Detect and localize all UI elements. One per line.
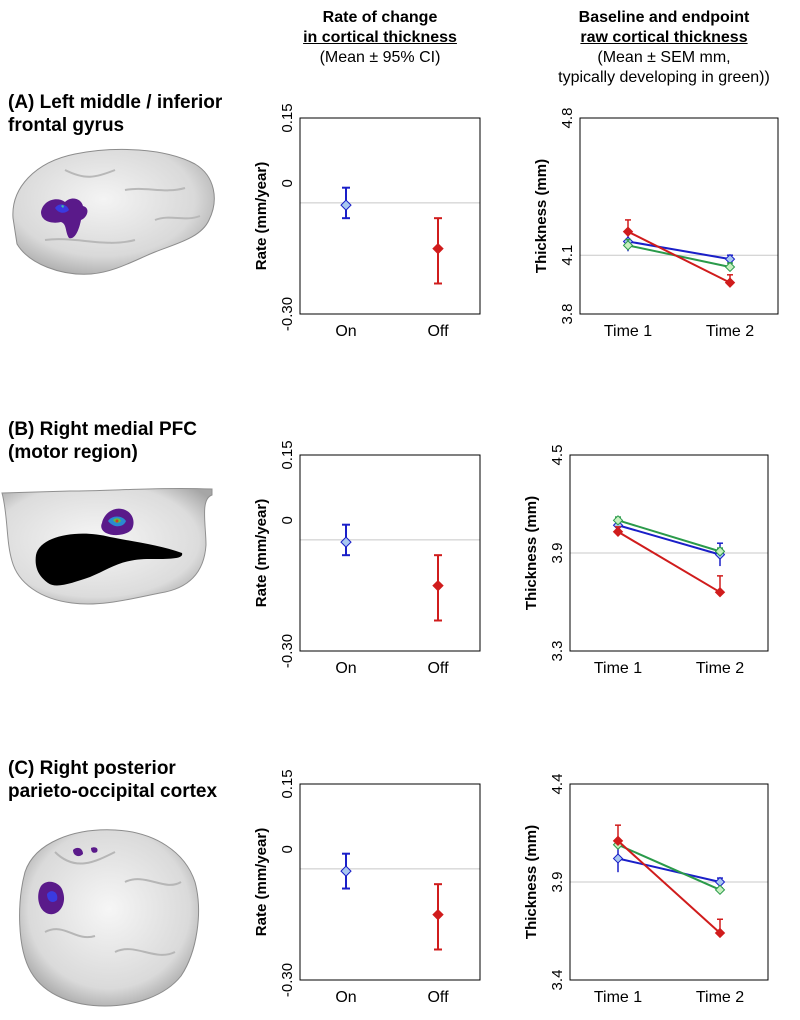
rate-column-header: Rate of change in cortical thickness (Me… bbox=[270, 8, 490, 68]
panel-c-label-line1: (C) Right posterior bbox=[8, 758, 176, 779]
point-td bbox=[714, 546, 726, 557]
mean-point-off bbox=[432, 579, 444, 592]
x-tick-label: Time 2 bbox=[706, 323, 754, 340]
x-tick-label: On bbox=[335, 660, 356, 677]
x-tick-label: Time 2 bbox=[696, 660, 744, 677]
point-off bbox=[612, 835, 624, 847]
y-tick-label: 3.3 bbox=[549, 641, 566, 662]
y-tick-label: 3.8 bbox=[559, 304, 576, 325]
point-td bbox=[724, 261, 736, 273]
point-on bbox=[612, 853, 624, 864]
y-tick-label: -0.30 bbox=[279, 297, 296, 331]
thick-header-sub-2: typically developing in green)) bbox=[558, 69, 770, 86]
y-tick-label: 4.4 bbox=[549, 774, 566, 795]
x-tick-label: On bbox=[335, 323, 356, 340]
y-tick-label: 3.4 bbox=[549, 970, 566, 991]
point-off bbox=[612, 526, 624, 537]
thickness-chart-b: 4.5 3.9 3.3 Thickness (mm) Time 1 Time 2 bbox=[523, 445, 769, 677]
y-tick-label: 4.8 bbox=[559, 108, 576, 129]
y-tick-label: 0 bbox=[279, 845, 296, 853]
x-tick-label: Off bbox=[427, 989, 449, 1006]
plot-frame bbox=[299, 783, 481, 981]
rate-header-title: Rate of change bbox=[322, 9, 438, 26]
plot-frame bbox=[299, 117, 481, 315]
series-line-td bbox=[617, 519, 721, 553]
y-tick-label: 3.9 bbox=[549, 872, 566, 893]
y-tick-label: 4.1 bbox=[559, 245, 576, 266]
y-tick-label: 3.9 bbox=[549, 543, 566, 564]
rate-header-title-2: in cortical thickness bbox=[303, 29, 457, 46]
thick-header-sub-1: (Mean ± SEM mm, bbox=[597, 49, 731, 66]
series-line-off bbox=[627, 230, 731, 284]
x-tick-label: On bbox=[335, 989, 356, 1006]
point-off bbox=[714, 586, 726, 598]
series-line-on bbox=[617, 524, 721, 556]
x-tick-label: Time 2 bbox=[696, 989, 744, 1006]
panel-b-label-line2: (motor region) bbox=[8, 442, 138, 463]
x-tick-label: Time 1 bbox=[604, 323, 652, 340]
plot-frame bbox=[569, 783, 769, 981]
plot-frame bbox=[299, 454, 481, 652]
thick-header-title: Baseline and endpoint bbox=[578, 9, 750, 26]
y-tick-label: 0 bbox=[279, 516, 296, 524]
panel-c-label-line2: parieto-occipital cortex bbox=[8, 781, 218, 802]
y-tick-label: -0.30 bbox=[279, 963, 296, 997]
mean-point-off bbox=[432, 242, 444, 255]
x-tick-label: Time 1 bbox=[594, 989, 642, 1006]
thickness-column-header: Baseline and endpoint raw cortical thick… bbox=[528, 8, 800, 88]
point-off bbox=[714, 927, 726, 939]
panel-a-label-line2: frontal gyrus bbox=[8, 115, 125, 136]
thickness-chart-c: 4.4 3.9 3.4 Thickness (mm) Time 1 Time 2 bbox=[523, 774, 769, 1006]
mean-point-on bbox=[340, 865, 352, 877]
mean-point-on bbox=[340, 536, 352, 548]
series-line-off bbox=[617, 840, 721, 934]
x-tick-label: Off bbox=[427, 660, 449, 677]
y-tick-label: 0 bbox=[279, 179, 296, 187]
y-axis-label: Rate (mm/year) bbox=[253, 162, 270, 270]
y-tick-label: 4.5 bbox=[549, 445, 566, 466]
panel-a-label: (A) Left middle / inferior frontal gyrus bbox=[8, 91, 222, 137]
rate-header-sub: (Mean ± 95% CI) bbox=[319, 49, 441, 66]
mean-point-on bbox=[340, 199, 352, 211]
thick-header-title-2: raw cortical thickness bbox=[580, 29, 748, 46]
thickness-chart-a: 4.8 4.1 3.8 Thickness (mm) Time 1 Time 2 bbox=[533, 108, 779, 340]
plot-frame bbox=[579, 117, 779, 315]
point-td bbox=[714, 884, 726, 896]
y-tick-label: 0.15 bbox=[279, 103, 296, 132]
y-axis-label: Thickness (mm) bbox=[523, 825, 540, 939]
panel-c-label: (C) Right posterior parieto-occipital co… bbox=[8, 757, 217, 803]
point-off bbox=[724, 277, 736, 288]
series-line-on bbox=[617, 857, 721, 883]
y-tick-label: -0.30 bbox=[279, 634, 296, 668]
rate-chart-a: 0.15 0 -0.30 Rate (mm/year) On Off bbox=[253, 103, 481, 340]
brain-image-b bbox=[1, 487, 213, 605]
series-line-off bbox=[617, 530, 721, 594]
y-tick-label: 0.15 bbox=[279, 440, 296, 469]
panel-b-label-line1: (B) Right medial PFC bbox=[8, 419, 197, 440]
y-axis-label: Rate (mm/year) bbox=[253, 499, 270, 607]
y-tick-label: 0.15 bbox=[279, 769, 296, 798]
point-off bbox=[622, 226, 634, 237]
point-td bbox=[612, 515, 624, 526]
panel-b-label: (B) Right medial PFC (motor region) bbox=[8, 418, 197, 464]
point-td bbox=[622, 240, 634, 251]
y-axis-label: Thickness (mm) bbox=[523, 496, 540, 610]
brain-image-c bbox=[19, 829, 200, 1007]
y-axis-label: Thickness (mm) bbox=[533, 159, 550, 273]
series-line-on bbox=[627, 240, 731, 261]
series-line-td bbox=[617, 843, 721, 891]
x-tick-label: Time 1 bbox=[594, 660, 642, 677]
mean-point-off bbox=[432, 908, 444, 921]
rate-chart-c: 0.15 0 -0.30 Rate (mm/year) On Off bbox=[253, 769, 481, 1006]
plot-frame bbox=[569, 454, 769, 652]
x-tick-label: Off bbox=[427, 323, 449, 340]
rate-chart-b: 0.15 0 -0.30 Rate (mm/year) On Off bbox=[253, 440, 481, 677]
y-axis-label: Rate (mm/year) bbox=[253, 828, 270, 936]
brain-image-a bbox=[12, 148, 215, 275]
panel-a-label-line1: (A) Left middle / inferior bbox=[8, 92, 223, 113]
